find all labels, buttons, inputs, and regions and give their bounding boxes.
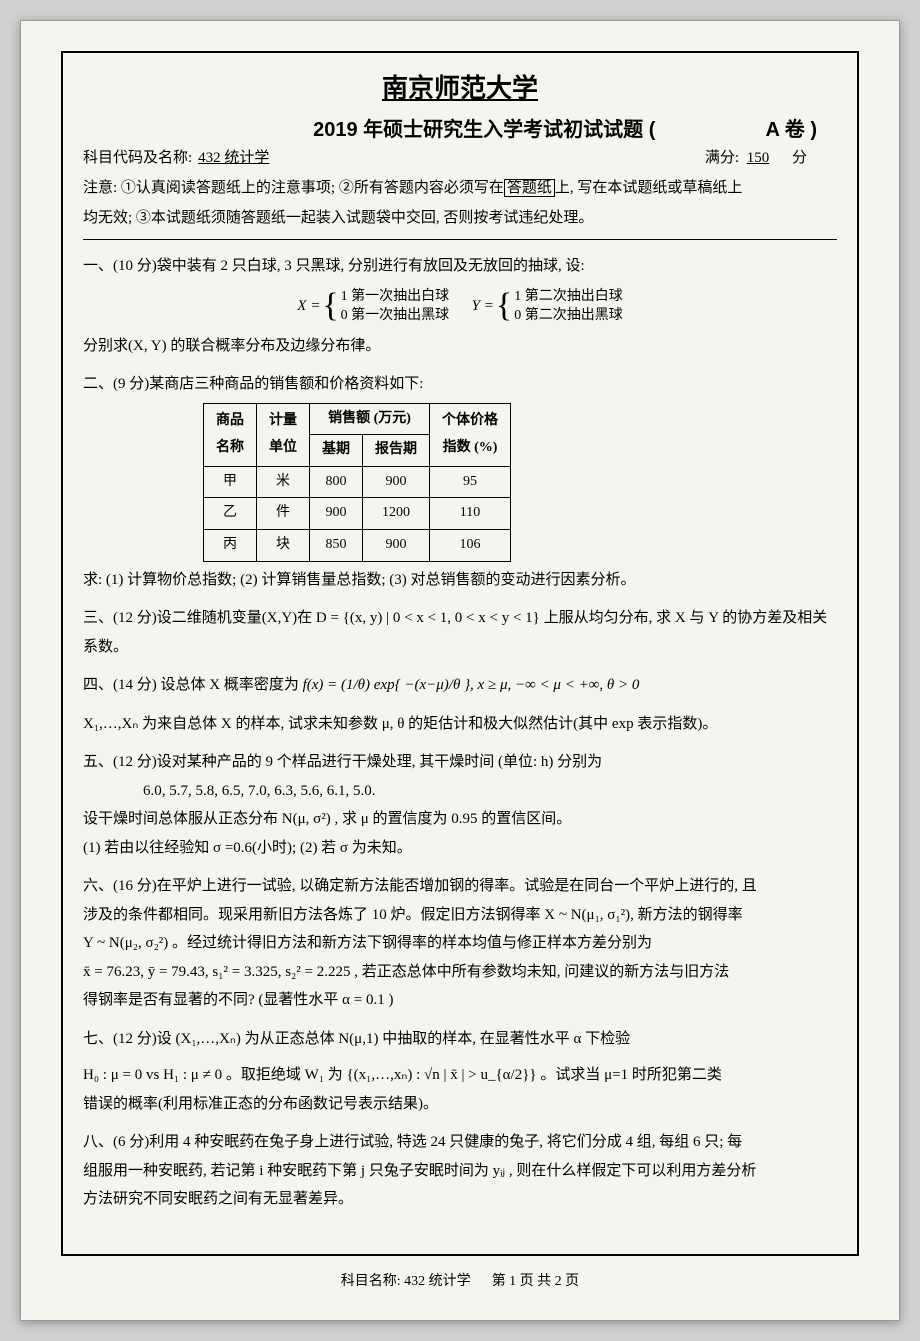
table-row: 丙 块 850 900 106 bbox=[204, 530, 511, 562]
subtitle-row: 2019 年硕士研究生入学考试初试试题 ( A 卷 ) bbox=[83, 113, 837, 142]
q2-table: 商品名称 计量单位 销售额 (万元) 个体价格指数 (%) 基期 报告期 甲 米… bbox=[203, 403, 511, 562]
exam-subtitle: 2019 年硕士研究生入学考试初试试题 ( bbox=[83, 113, 766, 142]
td: 1200 bbox=[363, 498, 430, 530]
q4-lead: 四、(14 分) 设总体 X 概率密度为 bbox=[83, 677, 303, 693]
q5-data: 6.0, 5.7, 5.8, 6.5, 7.0, 6.3, 5.6, 6.1, … bbox=[83, 777, 837, 806]
q6: 六、(16 分)在平炉上进行一试验, 以确定新方法能否增加钢的得率。试验是在同台… bbox=[83, 872, 837, 1015]
q5-l2: 设干燥时间总体服从正态分布 N(μ, σ²) , 求 μ 的置信度为 0.95 … bbox=[83, 805, 837, 834]
notice: 注意: ①认真阅读答题纸上的注意事项; ②所有答题内容必须写在答题纸上, 写在本… bbox=[83, 173, 837, 240]
td: 米 bbox=[257, 466, 310, 498]
score-unit: 分 bbox=[792, 150, 807, 166]
th: 计量 bbox=[269, 413, 297, 428]
th: 商品 bbox=[216, 413, 244, 428]
notice-l1: ①认真阅读答题纸上的注意事项; ②所有答题内容必须写在 bbox=[121, 180, 504, 196]
q6-l1: 六、(16 分)在平炉上进行一试验, 以确定新方法能否增加钢的得率。试验是在同台… bbox=[83, 872, 837, 901]
q8-l1: 八、(6 分)利用 4 种安眠药在兔子身上进行试验, 特选 24 只健康的兔子,… bbox=[83, 1128, 837, 1157]
notice-l2: 均无效; ③本试题纸须随答题纸一起装入试题袋中交回, 否则按考试违纪处理。 bbox=[83, 210, 593, 226]
td: 900 bbox=[363, 466, 430, 498]
q1-text: 一、(10 分)袋中装有 2 只白球, 3 只黑球, 分别进行有放回及无放回的抽… bbox=[83, 252, 837, 281]
q1-yvar: Y = bbox=[472, 292, 494, 321]
td: 件 bbox=[257, 498, 310, 530]
subject-row: 科目代码及名称: 432 统计学 满分: 150 分 bbox=[83, 146, 837, 167]
university-title: 南京师范大学 bbox=[83, 68, 837, 105]
td: 900 bbox=[310, 498, 363, 530]
td: 甲 bbox=[204, 466, 257, 498]
q5-text: 五、(12 分)设对某种产品的 9 个样品进行干燥处理, 其干燥时间 (单位: … bbox=[83, 748, 837, 777]
notice-prefix: 注意: bbox=[83, 180, 121, 196]
th: 指数 (%) bbox=[443, 440, 498, 455]
questions: 一、(10 分)袋中装有 2 只白球, 3 只黑球, 分别进行有放回及无放回的抽… bbox=[83, 252, 837, 1214]
table-row: 甲 米 800 900 95 bbox=[204, 466, 511, 498]
score-value: 150 bbox=[743, 150, 774, 166]
td: 800 bbox=[310, 466, 363, 498]
q1: 一、(10 分)袋中装有 2 只白球, 3 只黑球, 分别进行有放回及无放回的抽… bbox=[83, 252, 837, 360]
th: 销售额 (万元) bbox=[310, 403, 430, 435]
q7-l1: 七、(12 分)设 (X₁,…,Xₙ) 为从正态总体 N(μ,1) 中抽取的样本… bbox=[83, 1025, 837, 1054]
q5: 五、(12 分)设对某种产品的 9 个样品进行干燥处理, 其干燥时间 (单位: … bbox=[83, 748, 837, 862]
table-row: 商品名称 计量单位 销售额 (万元) 个体价格指数 (%) bbox=[204, 403, 511, 435]
notice-l1b: 上, 写在本试题纸或草稿纸上 bbox=[555, 180, 743, 196]
q1-ycase1: 1 第二次抽出白球 bbox=[514, 287, 623, 307]
q2-tail: 求: (1) 计算物价总指数; (2) 计算销售量总指数; (3) 对总销售额的… bbox=[83, 566, 837, 595]
footer-subject: 科目名称: 432 统计学 bbox=[341, 1274, 471, 1289]
q6-l4: x̄ = 76.23, ȳ = 79.43, s₁² = 3.325, s₂² … bbox=[83, 958, 837, 987]
q7: 七、(12 分)设 (X₁,…,Xₙ) 为从正态总体 N(μ,1) 中抽取的样本… bbox=[83, 1025, 837, 1119]
q2-text: 二、(9 分)某商店三种商品的销售额和价格资料如下: bbox=[83, 370, 837, 399]
score-section: 满分: 150 分 bbox=[705, 146, 837, 167]
q6-l3: Y ~ N(μ₂, σ₂²) 。经过统计得旧方法和新方法下钢得率的样本均值与修正… bbox=[83, 929, 837, 958]
th: 名称 bbox=[216, 440, 244, 455]
q4: 四、(14 分) 设总体 X 概率密度为 f(x) = (1/θ) exp{ −… bbox=[83, 671, 837, 738]
td: 丙 bbox=[204, 530, 257, 562]
q8-l3: 方法研究不同安眠药之间有无显著差异。 bbox=[83, 1185, 837, 1214]
td: 乙 bbox=[204, 498, 257, 530]
q3: 三、(12 分)设二维随机变量(X,Y)在 D = {(x, y) | 0 < … bbox=[83, 604, 837, 661]
td: 95 bbox=[430, 466, 511, 498]
q6-l2: 涉及的条件都相同。现采用新旧方法各炼了 10 炉。假定旧方法钢得率 X ~ N(… bbox=[83, 901, 837, 930]
subject-label: 科目代码及名称: bbox=[83, 146, 192, 167]
brace-icon: { bbox=[496, 289, 512, 323]
td: 块 bbox=[257, 530, 310, 562]
brace-icon: { bbox=[322, 289, 338, 323]
q1-formula: X = { 1 第一次抽出白球 0 第一次抽出黑球 Y = { 1 第二次抽出白… bbox=[83, 287, 837, 326]
q4-formula: f(x) = (1/θ) exp{ −(x−μ)/θ }, x ≥ μ, −∞ … bbox=[303, 677, 640, 693]
footer-page: 第 1 页 共 2 页 bbox=[492, 1274, 580, 1289]
page-footer: 科目名称: 432 统计学 第 1 页 共 2 页 bbox=[61, 1270, 859, 1290]
td: 110 bbox=[430, 498, 511, 530]
exam-page: 南京师范大学 2019 年硕士研究生入学考试初试试题 ( A 卷 ) 科目代码及… bbox=[20, 20, 900, 1321]
content-frame: 南京师范大学 2019 年硕士研究生入学考试初试试题 ( A 卷 ) 科目代码及… bbox=[61, 51, 859, 1256]
th: 个体价格 bbox=[442, 413, 498, 428]
th: 单位 bbox=[269, 440, 297, 455]
q7-l3: 错误的概率(利用标准正态的分布函数记号表示结果)。 bbox=[83, 1090, 837, 1119]
q1-ycase2: 0 第二次抽出黑球 bbox=[514, 306, 623, 326]
q6-l5: 得钢率是否有显著的不同? (显著性水平 α = 0.1 ) bbox=[83, 986, 837, 1015]
table-row: 乙 件 900 1200 110 bbox=[204, 498, 511, 530]
q4-tail: X₁,…,Xₙ 为来自总体 X 的样本, 试求未知参数 μ, θ 的矩估计和极大… bbox=[83, 710, 837, 739]
notice-boxed: 答题纸 bbox=[504, 179, 555, 197]
q1-xvar: X = bbox=[297, 292, 320, 321]
q8-l2: 组服用一种安眠药, 若记第 i 种安眠药下第 j 只兔子安眠时间为 yᵢⱼ , … bbox=[83, 1157, 837, 1186]
q1-xcase1: 1 第一次抽出白球 bbox=[341, 287, 450, 307]
q2: 二、(9 分)某商店三种商品的销售额和价格资料如下: 商品名称 计量单位 销售额… bbox=[83, 370, 837, 594]
q1-tail: 分别求(X, Y) 的联合概率分布及边缘分布律。 bbox=[83, 332, 837, 361]
th: 报告期 bbox=[363, 435, 430, 467]
td: 900 bbox=[363, 530, 430, 562]
td: 106 bbox=[430, 530, 511, 562]
subject-value: 432 统计学 bbox=[192, 146, 275, 167]
q1-xcase2: 0 第一次抽出黑球 bbox=[341, 306, 450, 326]
td: 850 bbox=[310, 530, 363, 562]
q8: 八、(6 分)利用 4 种安眠药在兔子身上进行试验, 特选 24 只健康的兔子,… bbox=[83, 1128, 837, 1214]
score-label: 满分: bbox=[705, 150, 739, 166]
th: 基期 bbox=[310, 435, 363, 467]
q5-l3: (1) 若由以往经验知 σ =0.6(小时); (2) 若 σ 为未知。 bbox=[83, 834, 837, 863]
paper-type: A 卷 ) bbox=[766, 113, 837, 142]
q7-l2: H₀ : μ = 0 vs H₁ : μ ≠ 0 。取拒绝域 W₁ 为 {(x₁… bbox=[83, 1061, 837, 1090]
